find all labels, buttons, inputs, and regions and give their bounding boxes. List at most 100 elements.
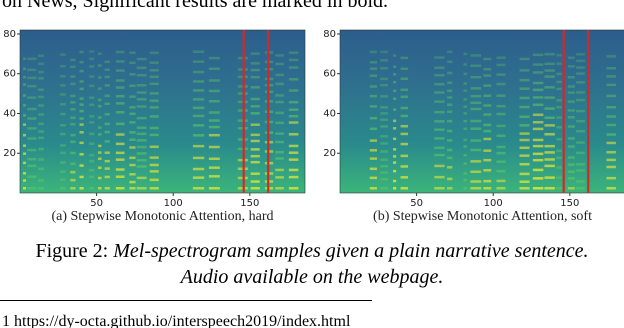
spectrogram-band — [275, 140, 284, 144]
spectrogram-band — [447, 177, 453, 181]
spectrogram-band — [89, 168, 95, 172]
spectrogram-band — [483, 123, 492, 127]
spectrogram-band — [104, 102, 110, 106]
spectrogram-band — [532, 187, 544, 190]
plot-frame — [339, 29, 624, 194]
spectrogram-band — [38, 136, 44, 140]
x-tick-label: 150 — [240, 198, 259, 209]
spectrogram-band — [149, 187, 159, 190]
spectrogram-column — [470, 54, 482, 190]
spectrogram-band — [115, 86, 125, 89]
spectrogram-band — [576, 109, 585, 113]
spectrogram-column — [400, 56, 409, 190]
spectrogram-band — [463, 172, 467, 175]
spectrogram-band — [275, 176, 284, 179]
spectrogram-band — [208, 125, 220, 129]
spectrogram-band — [115, 79, 125, 82]
spectrogram-band — [208, 56, 220, 60]
spectrogram-band — [532, 103, 544, 107]
spectrogram-band — [556, 156, 562, 160]
spectrogram-band — [519, 162, 530, 166]
spectrogram-band — [434, 56, 445, 59]
spectrogram-band — [556, 62, 562, 65]
spectrogram-band — [576, 119, 585, 123]
spectrogram-band — [27, 96, 37, 99]
spectrogram-band — [288, 144, 299, 148]
spectrogram-band — [192, 134, 205, 137]
spectrogram-band — [288, 100, 299, 104]
spectrogram-band — [519, 132, 530, 135]
spectrogram-band — [544, 69, 555, 72]
spectrogram-band — [393, 179, 397, 183]
spectrogram-band — [483, 74, 492, 77]
spectrogram-band — [27, 127, 37, 130]
spectrogram-band — [483, 149, 492, 152]
spectrogram-band — [104, 151, 110, 154]
spectrogram-band — [129, 180, 136, 184]
spectrogram-band — [70, 116, 76, 119]
spectrogram-band — [70, 94, 76, 98]
spectrogram-band — [250, 139, 260, 143]
spectrogram-band — [70, 170, 76, 174]
spectrogram-column — [496, 56, 506, 190]
spectrogram-band — [434, 153, 445, 157]
spectrogram-band — [532, 127, 544, 131]
spectrogram-column — [544, 52, 555, 190]
spectrogram-band — [463, 98, 467, 101]
spectrogram-band — [532, 96, 544, 99]
spectrogram-band — [129, 95, 136, 98]
spectrogram-column — [275, 54, 284, 190]
spectrogram-band — [89, 103, 95, 107]
spectrogram-band — [115, 69, 125, 72]
spectrogram-band — [136, 116, 147, 120]
spectrogram-band — [380, 125, 389, 128]
spectrogram-band — [369, 149, 378, 152]
spectrogram-band — [250, 105, 260, 108]
spectrogram-band — [104, 84, 110, 87]
spectrogram-band — [470, 119, 482, 123]
spectrogram-band — [393, 127, 397, 130]
spectrogram-column — [115, 50, 125, 190]
spectrogram-band — [369, 176, 378, 180]
spectrogram-band — [136, 105, 147, 108]
spectrogram-band — [463, 127, 467, 131]
spectrogram-band — [23, 83, 27, 86]
spectrogram-band — [470, 148, 482, 152]
spectrogram-band — [98, 166, 102, 170]
spectrogram-band — [129, 106, 136, 109]
spectrogram-band — [192, 60, 205, 63]
spectrogram-band — [70, 58, 76, 62]
spectrogram-band — [532, 138, 544, 142]
spectrogram-column — [136, 57, 147, 190]
spectrogram-band — [483, 158, 492, 162]
spectrogram-band — [369, 85, 378, 88]
spectrogram-band — [104, 167, 110, 170]
spectrogram-band — [576, 91, 585, 94]
spectrogram-band — [380, 106, 389, 109]
spectrogram-band — [393, 169, 397, 173]
spectrogram-band — [380, 187, 389, 190]
spectrogram-band — [129, 112, 136, 116]
spectrogram-band — [483, 113, 492, 116]
panel-caption: (a) Stepwise Monotonic Attention, hard — [51, 209, 273, 224]
spectrogram-band — [192, 80, 205, 83]
spectrogram-band — [98, 98, 102, 102]
spectrogram-band — [380, 158, 389, 161]
spectrogram-band — [79, 109, 84, 113]
spectrogram-band — [496, 63, 506, 67]
spectrogram-band — [556, 166, 562, 169]
spectrogram-band — [544, 116, 555, 119]
spectrogram-band — [544, 133, 555, 136]
spectrogram-band — [149, 145, 159, 149]
spectrogram-band — [463, 105, 467, 108]
spectrogram-band — [98, 87, 102, 90]
spectrogram-band — [115, 133, 125, 136]
y-tick-label: 80 — [323, 29, 336, 40]
spectrogram-band — [380, 50, 389, 54]
spectrogram-band — [400, 106, 409, 110]
spectrogram-band — [38, 187, 44, 190]
spectrogram-band — [519, 115, 530, 119]
spectrogram-band — [79, 80, 84, 83]
spectrogram-band — [576, 72, 585, 75]
spectrogram-band — [136, 84, 147, 87]
